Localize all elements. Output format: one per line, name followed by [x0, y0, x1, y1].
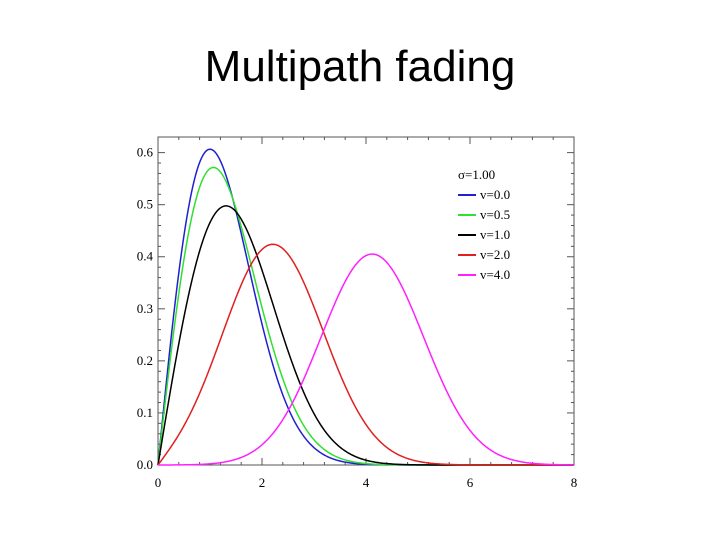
y-tick-label: 0.2	[137, 353, 153, 368]
series-lines	[157, 148, 575, 466]
series-line-v-1-0	[157, 205, 574, 466]
legend-label: v=0.0	[480, 187, 510, 202]
y-tick-label: 0.5	[137, 197, 153, 212]
legend-title: σ=1.00	[458, 167, 495, 182]
x-tick-label: 4	[363, 475, 370, 490]
series-line-v-2-0	[157, 243, 574, 466]
y-tick-label: 0.6	[137, 145, 154, 160]
legend-label: v=4.0	[480, 267, 510, 282]
legend-label: v=2.0	[480, 247, 510, 262]
legend-label: v=0.5	[480, 207, 510, 222]
y-tick-label: 0.0	[137, 457, 153, 472]
x-tick-label: 0	[155, 475, 162, 490]
y-tick-label: 0.4	[137, 249, 154, 264]
series-line-v-0-5	[157, 166, 574, 466]
legend-label: v=1.0	[480, 227, 510, 242]
legend: σ=1.00 v=0.0 v=0.5 v=1.0 v=2.0 v=4.0	[458, 167, 510, 282]
series-line-v-0-0	[157, 148, 574, 466]
series-line-v-4-0	[158, 253, 575, 466]
y-tick-label: 0.3	[137, 301, 153, 316]
rice-distribution-chart: 0.0 0.1 0.2 0.3 0.4 0.5 0.6 0 2 4 6 8 σ=1.00 v=0.0…	[137, 136, 578, 490]
x-tick-label: 2	[259, 475, 266, 490]
plot-frame	[157, 136, 575, 466]
slide-title: Multipath fading	[204, 42, 516, 91]
x-tick-label: 6	[467, 475, 474, 490]
x-tick-label: 8	[571, 475, 578, 490]
x-axis-ticks: 0 2 4 6 8	[155, 137, 578, 490]
y-tick-label: 0.1	[137, 405, 153, 420]
